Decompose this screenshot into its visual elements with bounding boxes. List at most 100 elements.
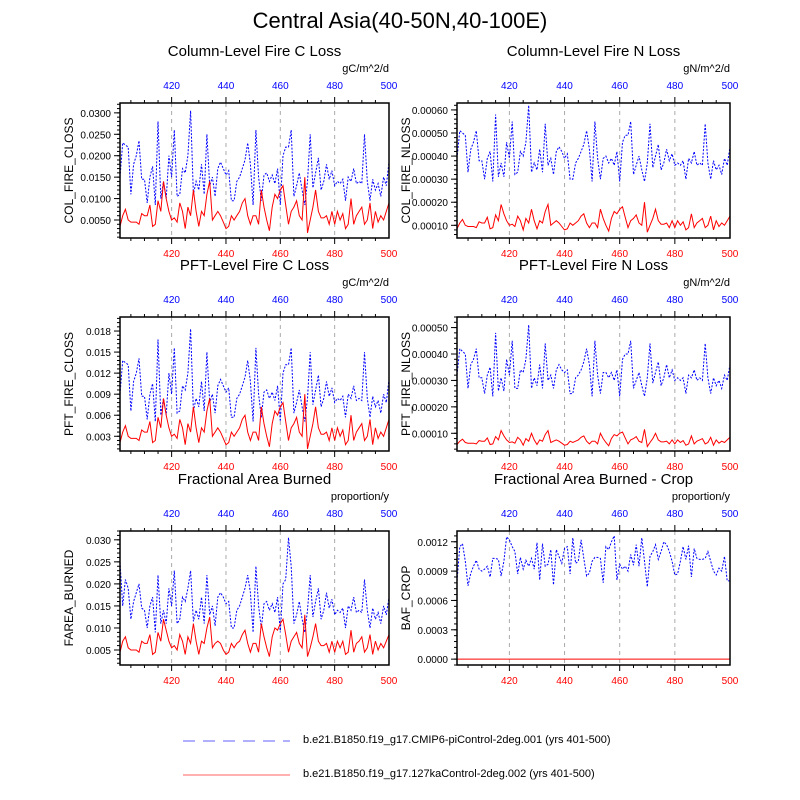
x-tick-label-bottom: 440 <box>218 249 235 260</box>
series-line-case2 <box>456 429 731 448</box>
y-tick-label: 0.006 <box>86 411 111 422</box>
x-tick-label-bottom: 440 <box>556 676 573 687</box>
y-tick-label: 0.030 <box>86 536 111 547</box>
x-tick-label-bottom: 460 <box>272 462 289 473</box>
x-tick-label-top: 480 <box>326 295 343 306</box>
figure-title: Central Asia(40-50N,40-100E) <box>252 8 548 33</box>
plot-frame <box>456 530 731 666</box>
x-tick-label-bottom: 480 <box>326 676 343 687</box>
panel-title: Column-Level Fire N Loss <box>507 43 680 60</box>
y-axis-label: COL_FIRE_NLOSS <box>399 117 413 223</box>
y-tick-label: 0.00010 <box>412 429 449 440</box>
y-tick-label: 0.0000 <box>417 655 448 666</box>
y-tick-label: 0.00040 <box>412 152 449 163</box>
x-tick-label-bottom: 440 <box>218 462 235 473</box>
x-tick-label-bottom: 440 <box>556 249 573 260</box>
x-tick-label-top: 500 <box>381 295 398 306</box>
x-tick-label-top: 460 <box>272 509 289 520</box>
x-tick-label-top: 480 <box>326 509 343 520</box>
x-tick-label-top: 500 <box>722 509 739 520</box>
y-tick-label: 0.0012 <box>417 538 448 549</box>
y-tick-label: 0.00050 <box>412 129 449 140</box>
x-tick-label-top: 420 <box>163 295 180 306</box>
series-line-case2 <box>119 394 390 450</box>
y-tick-label: 0.020 <box>86 580 111 591</box>
units-label: gN/m^2/d <box>683 277 730 289</box>
panel-title: PFT-Level Fire C Loss <box>180 257 329 274</box>
plot-frame <box>119 316 390 452</box>
y-tick-label: 0.0250 <box>80 130 111 141</box>
y-tick-label: 0.015 <box>86 348 111 359</box>
x-tick-label-top: 440 <box>556 295 573 306</box>
series-line-case1 <box>456 324 731 397</box>
legend <box>183 740 290 776</box>
x-tick-label-top: 500 <box>381 81 398 92</box>
x-tick-label-top: 500 <box>722 81 739 92</box>
y-tick-label: 0.00030 <box>412 376 449 387</box>
y-tick-label: 0.00060 <box>412 106 449 117</box>
x-tick-label-top: 500 <box>381 509 398 520</box>
y-axis-label: BAF_CROP <box>399 566 413 631</box>
series-line-case1 <box>456 535 730 587</box>
y-tick-label: 0.003 <box>86 432 111 443</box>
y-axis-label: FAREA_BURNED <box>62 549 76 646</box>
series-line-case1 <box>119 537 390 633</box>
panel-title: Fractional Area Burned <box>178 471 331 488</box>
plot-frame <box>119 102 390 239</box>
x-tick-label-top: 500 <box>722 295 739 306</box>
y-tick-label: 0.0003 <box>417 626 448 637</box>
x-tick-label-bottom: 420 <box>163 249 180 260</box>
x-tick-label-top: 420 <box>501 81 518 92</box>
x-tick-label-top: 460 <box>272 295 289 306</box>
x-tick-label-bottom: 420 <box>163 462 180 473</box>
x-tick-label-bottom: 500 <box>381 676 398 687</box>
y-tick-label: 0.00010 <box>412 221 449 232</box>
units-label: gN/m^2/d <box>683 63 730 75</box>
x-tick-label-bottom: 480 <box>667 249 684 260</box>
plot-frame <box>119 530 390 666</box>
x-tick-label-top: 420 <box>501 509 518 520</box>
units-label: gC/m^2/d <box>342 63 389 75</box>
x-tick-label-top: 440 <box>556 509 573 520</box>
y-tick-label: 0.00020 <box>412 198 449 209</box>
x-tick-label-top: 440 <box>218 509 235 520</box>
x-tick-label-bottom: 420 <box>501 249 518 260</box>
units-label: proportion/y <box>331 491 390 503</box>
y-tick-label: 0.018 <box>86 327 111 338</box>
y-tick-label: 0.00050 <box>412 324 449 335</box>
series-line-case1 <box>119 110 390 206</box>
x-tick-label-bottom: 500 <box>722 676 739 687</box>
y-tick-label: 0.009 <box>86 390 111 401</box>
y-axis-label: COL_FIRE_CLOSS <box>62 117 76 223</box>
x-tick-label-top: 420 <box>163 81 180 92</box>
x-tick-label-bottom: 460 <box>272 249 289 260</box>
y-tick-label: 0.00030 <box>412 175 449 186</box>
x-tick-label-bottom: 440 <box>218 676 235 687</box>
x-tick-label-top: 480 <box>326 81 343 92</box>
panel-6: Fractional Area Burned - Crop proportion/… <box>399 471 739 687</box>
x-tick-label-top: 460 <box>611 295 628 306</box>
panel-3: PFT-Level Fire C Loss gC/m^2/d PFT_FIRE_CL… <box>62 257 398 473</box>
y-tick-label: 0.0300 <box>80 109 111 120</box>
y-tick-label: 0.0200 <box>80 152 111 163</box>
x-tick-label-bottom: 460 <box>611 249 628 260</box>
panel-4: PFT-Level Fire N Loss gN/m^2/d PFT_FIRE_NL… <box>399 257 739 473</box>
plot-frame <box>456 102 731 239</box>
x-tick-label-top: 440 <box>218 295 235 306</box>
y-tick-label: 0.00020 <box>412 403 449 414</box>
series-line-case2 <box>119 614 390 657</box>
x-tick-label-top: 460 <box>611 509 628 520</box>
x-tick-label-bottom: 460 <box>272 676 289 687</box>
x-tick-label-top: 440 <box>218 81 235 92</box>
x-tick-label-bottom: 480 <box>326 462 343 473</box>
x-tick-label-bottom: 500 <box>381 462 398 473</box>
x-tick-label-bottom: 420 <box>163 676 180 687</box>
x-tick-label-bottom: 460 <box>611 462 628 473</box>
y-tick-label: 0.005 <box>86 646 111 657</box>
y-tick-label: 0.015 <box>86 602 111 613</box>
x-tick-label-bottom: 480 <box>667 676 684 687</box>
